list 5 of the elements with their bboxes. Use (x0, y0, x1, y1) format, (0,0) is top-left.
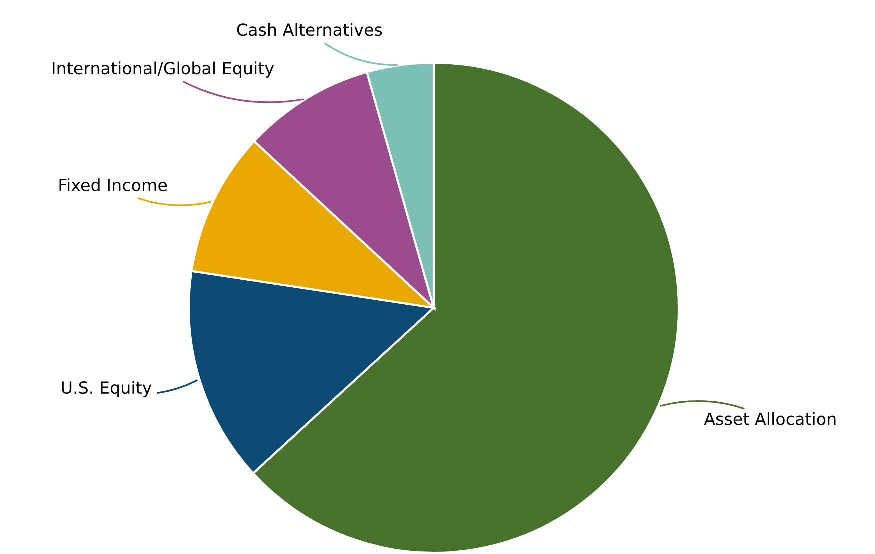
slice-label: International/Global Equity (53, 62, 274, 78)
slice-label: Cash Alternatives (237, 23, 382, 36)
slice-label: Fixed Income (60, 178, 168, 192)
slice-label: Asset Allocation (704, 412, 836, 426)
slice-label: U.S. Equity (62, 381, 152, 398)
